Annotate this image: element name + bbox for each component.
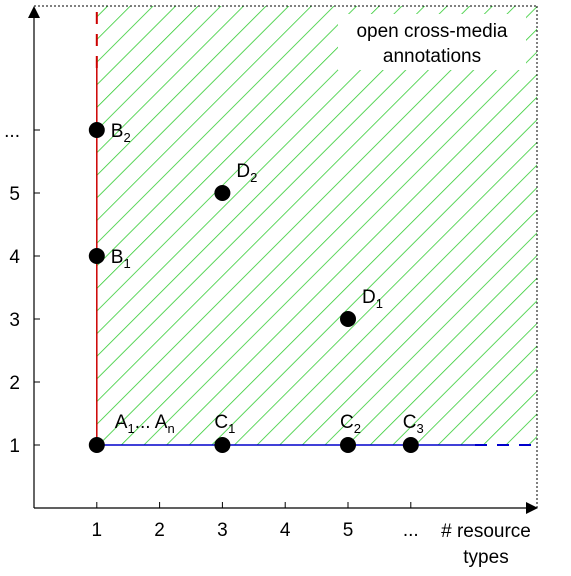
point-C2 bbox=[340, 437, 356, 453]
y-tick-label-3: 4 bbox=[9, 247, 20, 268]
x-tick-label-1: 2 bbox=[154, 520, 165, 541]
point-label-A: A1... An bbox=[115, 412, 175, 436]
point-label-C2: C2 bbox=[340, 412, 361, 436]
point-C3 bbox=[402, 437, 419, 453]
point-label-B1: B1 bbox=[111, 247, 131, 271]
x-tick-label-2: 3 bbox=[217, 520, 228, 541]
point-A bbox=[88, 437, 105, 453]
x-tick-label-3: 4 bbox=[280, 520, 291, 541]
point-D2 bbox=[214, 185, 231, 201]
x-axis-label-line-2: types bbox=[463, 547, 508, 568]
point-D1 bbox=[340, 311, 356, 327]
x-tick-label-4: 5 bbox=[343, 520, 354, 541]
open-region-hatch bbox=[96, 6, 538, 445]
point-label-C3: C3 bbox=[403, 412, 424, 436]
y-tick-label-1: 2 bbox=[9, 373, 20, 394]
region-label-background bbox=[338, 14, 526, 70]
point-C1 bbox=[214, 437, 231, 453]
point-label-B2: B2 bbox=[111, 121, 131, 145]
point-label-D1: D1 bbox=[362, 287, 383, 311]
y-tick-label-5: ... bbox=[4, 121, 20, 142]
y-tick-label-4: 5 bbox=[9, 184, 20, 205]
x-tick-label-5: ... bbox=[403, 520, 419, 541]
x-tick-label-0: 1 bbox=[92, 520, 103, 541]
point-B2 bbox=[88, 122, 105, 138]
x-axis-label-line-1: # resource bbox=[441, 521, 531, 542]
y-tick-label-0: 1 bbox=[9, 436, 20, 457]
tick-group: 1 2 3 4 5 ... 1 2 3 4 5... bbox=[4, 121, 419, 541]
point-B1 bbox=[88, 248, 105, 264]
region-label-line-2: annotations bbox=[383, 46, 481, 67]
point-label-C1: C1 bbox=[214, 412, 235, 436]
region-label-line-1: open cross-media bbox=[356, 21, 507, 42]
y-tick-label-2: 3 bbox=[9, 310, 20, 331]
points-group: A1... An B1 B2 C1 C2 C3 D1 D2 bbox=[88, 121, 424, 453]
point-label-D2: D2 bbox=[236, 161, 257, 185]
